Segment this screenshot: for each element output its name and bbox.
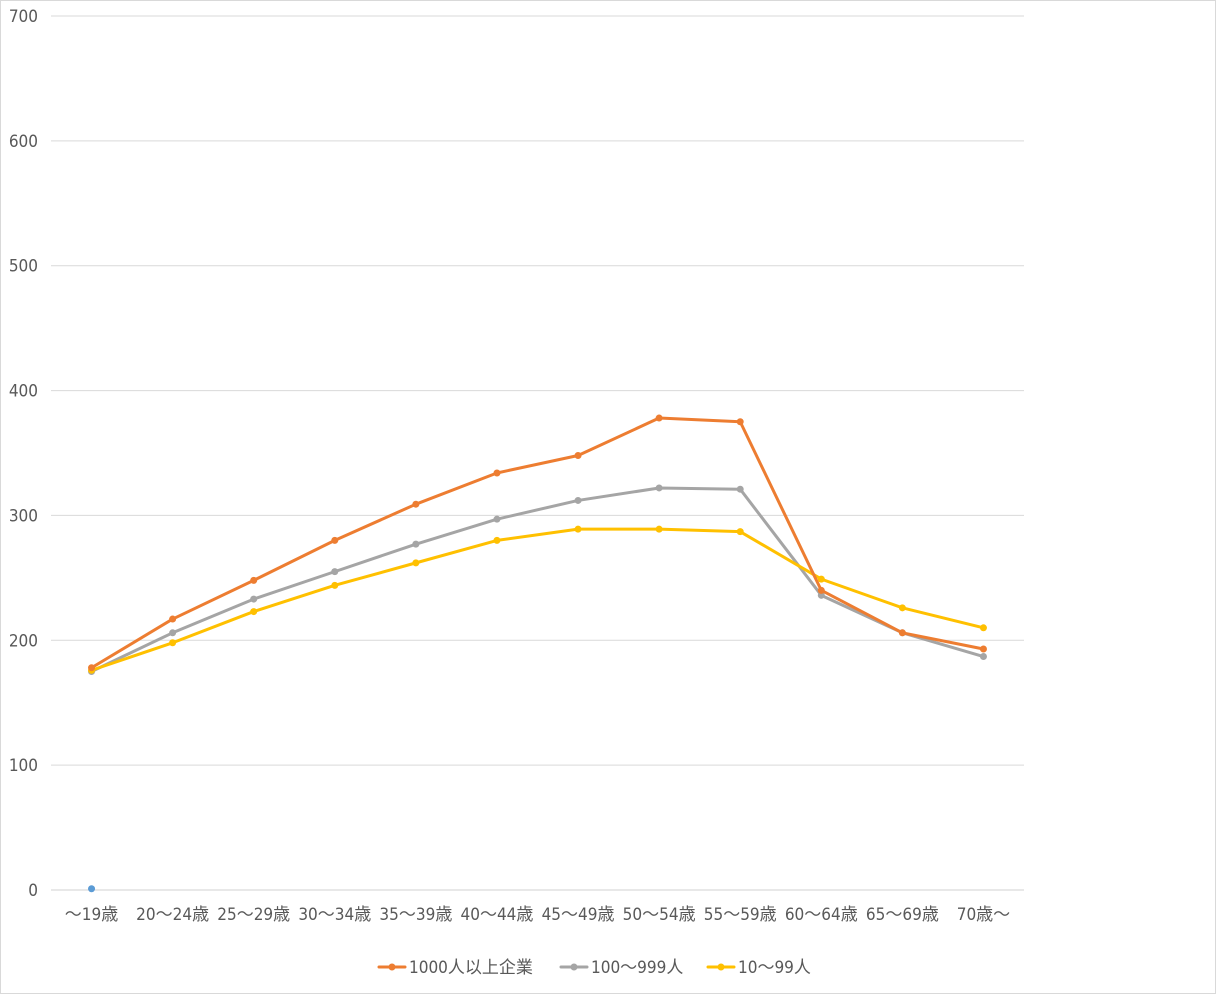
y-tick-label: 700 bbox=[9, 7, 38, 27]
legend-marker-swatch bbox=[717, 963, 725, 971]
data-point bbox=[412, 540, 420, 548]
data-point bbox=[331, 536, 339, 544]
data-point bbox=[655, 484, 663, 492]
data-point bbox=[331, 568, 339, 576]
data-point bbox=[331, 581, 339, 589]
data-point bbox=[979, 624, 987, 632]
y-tick-label: 500 bbox=[9, 257, 38, 277]
series-2 bbox=[88, 525, 987, 674]
data-point bbox=[493, 536, 501, 544]
data-point bbox=[250, 576, 258, 584]
data-point bbox=[898, 629, 906, 637]
x-tick-label: 25〜29歳 bbox=[217, 905, 290, 925]
series-0 bbox=[88, 414, 987, 672]
data-point bbox=[979, 653, 987, 661]
data-point bbox=[736, 528, 744, 536]
data-point bbox=[655, 414, 663, 422]
x-tick-label: 55〜59歳 bbox=[704, 905, 777, 925]
x-tick-label: 60〜64歳 bbox=[785, 905, 858, 925]
legend-item: 10〜99人 bbox=[706, 958, 811, 978]
data-point bbox=[493, 515, 501, 523]
data-point bbox=[574, 496, 582, 504]
data-point bbox=[412, 559, 420, 567]
y-tick-label: 0 bbox=[28, 881, 38, 901]
y-tick-label: 300 bbox=[9, 506, 38, 526]
data-point bbox=[736, 485, 744, 493]
series-line bbox=[90, 486, 985, 673]
data-point bbox=[250, 608, 258, 616]
legend-item: 100〜999人 bbox=[559, 958, 683, 978]
y-tick-label: 200 bbox=[9, 631, 38, 651]
data-point bbox=[979, 645, 987, 653]
data-point bbox=[169, 615, 177, 623]
x-tick-label: 70歳〜 bbox=[957, 905, 1010, 925]
stray-data-point bbox=[88, 885, 96, 893]
series-1 bbox=[88, 484, 987, 675]
x-axis-ticks: 〜19歳 20〜24歳 25〜29歳 30〜34歳 35〜39歳 40〜44歳 45〜49歳… bbox=[65, 905, 1010, 925]
series-line bbox=[90, 416, 985, 670]
data-point bbox=[169, 639, 177, 647]
legend-item: 1000人以上企業 bbox=[377, 958, 533, 978]
x-tick-label: 〜19歳 bbox=[65, 905, 118, 925]
data-point bbox=[817, 575, 825, 583]
x-tick-label: 50〜54歳 bbox=[623, 905, 696, 925]
data-point bbox=[574, 525, 582, 533]
data-point bbox=[169, 629, 177, 637]
y-tick-label: 100 bbox=[9, 756, 38, 776]
x-tick-label: 20〜24歳 bbox=[136, 905, 209, 925]
data-point bbox=[817, 586, 825, 594]
x-tick-label: 65〜69歳 bbox=[866, 905, 939, 925]
legend: 1000人以上企業 100〜999人 10〜99人 bbox=[377, 958, 811, 978]
legend-marker-swatch bbox=[570, 963, 578, 971]
y-axis-ticks: 0 100 200 300 400 500 600 700 bbox=[9, 7, 38, 901]
x-tick-label: 30〜34歳 bbox=[298, 905, 371, 925]
series-line bbox=[90, 527, 985, 672]
legend-label: 10〜99人 bbox=[738, 958, 811, 978]
legend-marker-swatch bbox=[388, 963, 396, 971]
data-point bbox=[817, 591, 825, 599]
y-tick-label: 400 bbox=[9, 382, 38, 402]
legend-label: 100〜999人 bbox=[591, 958, 683, 978]
data-point bbox=[574, 451, 582, 459]
gridlines bbox=[51, 15, 1024, 891]
data-point bbox=[655, 525, 663, 533]
legend-label: 1000人以上企業 bbox=[409, 958, 533, 978]
data-point bbox=[88, 664, 96, 672]
x-tick-label: 35〜39歳 bbox=[379, 905, 452, 925]
data-point bbox=[493, 469, 501, 477]
data-point bbox=[736, 418, 744, 426]
y-tick-label: 600 bbox=[9, 132, 38, 152]
data-point bbox=[412, 500, 420, 508]
data-point bbox=[250, 595, 258, 603]
data-point bbox=[898, 604, 906, 612]
x-tick-label: 40〜44歳 bbox=[460, 905, 533, 925]
x-tick-label: 45〜49歳 bbox=[542, 905, 615, 925]
series-layer bbox=[88, 414, 987, 893]
